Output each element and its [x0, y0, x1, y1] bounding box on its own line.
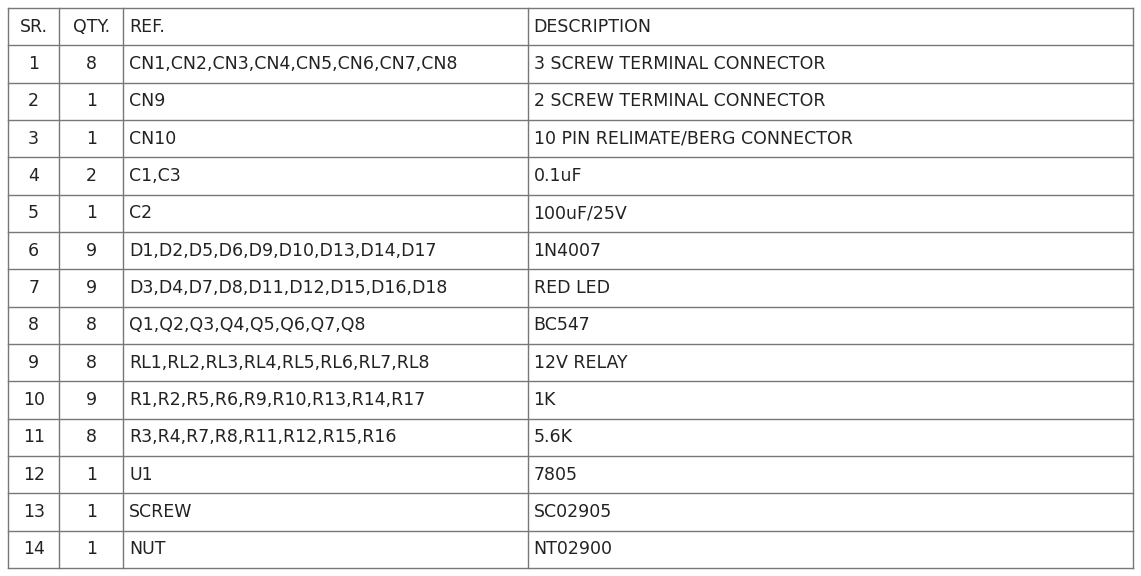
Text: D3,D4,D7,D8,D11,D12,D15,D16,D18: D3,D4,D7,D8,D11,D12,D15,D16,D18 [129, 279, 447, 297]
Text: 6: 6 [29, 242, 39, 260]
Text: 7: 7 [29, 279, 39, 297]
Text: 3 SCREW TERMINAL CONNECTOR: 3 SCREW TERMINAL CONNECTOR [534, 55, 825, 73]
Text: Q1,Q2,Q3,Q4,Q5,Q6,Q7,Q8: Q1,Q2,Q3,Q4,Q5,Q6,Q7,Q8 [129, 316, 366, 334]
Text: R3,R4,R7,R8,R11,R12,R15,R16: R3,R4,R7,R8,R11,R12,R15,R16 [129, 429, 397, 446]
Text: 0.1uF: 0.1uF [534, 167, 582, 185]
Text: NT02900: NT02900 [534, 540, 613, 558]
Text: DESCRIPTION: DESCRIPTION [534, 18, 652, 36]
Text: C1,C3: C1,C3 [129, 167, 181, 185]
Text: 100uF/25V: 100uF/25V [534, 204, 628, 222]
Text: 14: 14 [23, 540, 44, 558]
Text: RED LED: RED LED [534, 279, 609, 297]
Text: C2: C2 [129, 204, 153, 222]
Text: 2: 2 [29, 92, 39, 111]
Text: 8: 8 [29, 316, 39, 334]
Text: 10 PIN RELIMATE/BERG CONNECTOR: 10 PIN RELIMATE/BERG CONNECTOR [534, 130, 852, 147]
Text: SC02905: SC02905 [534, 503, 612, 521]
Text: 9: 9 [86, 391, 97, 409]
Text: 9: 9 [86, 242, 97, 260]
Text: 8: 8 [86, 316, 97, 334]
Text: SR.: SR. [19, 18, 48, 36]
Text: RL1,RL2,RL3,RL4,RL5,RL6,RL7,RL8: RL1,RL2,RL3,RL4,RL5,RL6,RL7,RL8 [129, 354, 430, 372]
Text: SCREW: SCREW [129, 503, 193, 521]
Text: REF.: REF. [129, 18, 165, 36]
Text: R1,R2,R5,R6,R9,R10,R13,R14,R17: R1,R2,R5,R6,R9,R10,R13,R14,R17 [129, 391, 426, 409]
Text: 12: 12 [23, 465, 44, 484]
Text: 1: 1 [86, 540, 97, 558]
Text: 8: 8 [86, 55, 97, 73]
Text: 5: 5 [29, 204, 39, 222]
Text: U1: U1 [129, 465, 153, 484]
Text: 7805: 7805 [534, 465, 577, 484]
Text: 1: 1 [86, 204, 97, 222]
Text: CN10: CN10 [129, 130, 177, 147]
Text: D1,D2,D5,D6,D9,D10,D13,D14,D17: D1,D2,D5,D6,D9,D10,D13,D14,D17 [129, 242, 437, 260]
Text: CN1,CN2,CN3,CN4,CN5,CN6,CN7,CN8: CN1,CN2,CN3,CN4,CN5,CN6,CN7,CN8 [129, 55, 458, 73]
Text: BC547: BC547 [534, 316, 590, 334]
Text: 1K: 1K [534, 391, 556, 409]
Text: 10: 10 [23, 391, 44, 409]
Text: 1N4007: 1N4007 [534, 242, 601, 260]
Text: 11: 11 [23, 429, 44, 446]
Text: 2: 2 [86, 167, 97, 185]
Text: 12V RELAY: 12V RELAY [534, 354, 628, 372]
Text: 3: 3 [29, 130, 39, 147]
Text: 13: 13 [23, 503, 44, 521]
Text: 1: 1 [86, 92, 97, 111]
Text: 8: 8 [86, 429, 97, 446]
Text: 1: 1 [86, 130, 97, 147]
Text: 9: 9 [86, 279, 97, 297]
Text: 8: 8 [86, 354, 97, 372]
Text: QTY.: QTY. [73, 18, 110, 36]
Text: 1: 1 [29, 55, 39, 73]
Text: 4: 4 [29, 167, 39, 185]
Text: 1: 1 [86, 465, 97, 484]
Text: 1: 1 [86, 503, 97, 521]
Text: 9: 9 [29, 354, 39, 372]
Text: NUT: NUT [129, 540, 165, 558]
Text: 5.6K: 5.6K [534, 429, 573, 446]
Text: 2 SCREW TERMINAL CONNECTOR: 2 SCREW TERMINAL CONNECTOR [534, 92, 825, 111]
Text: CN9: CN9 [129, 92, 165, 111]
